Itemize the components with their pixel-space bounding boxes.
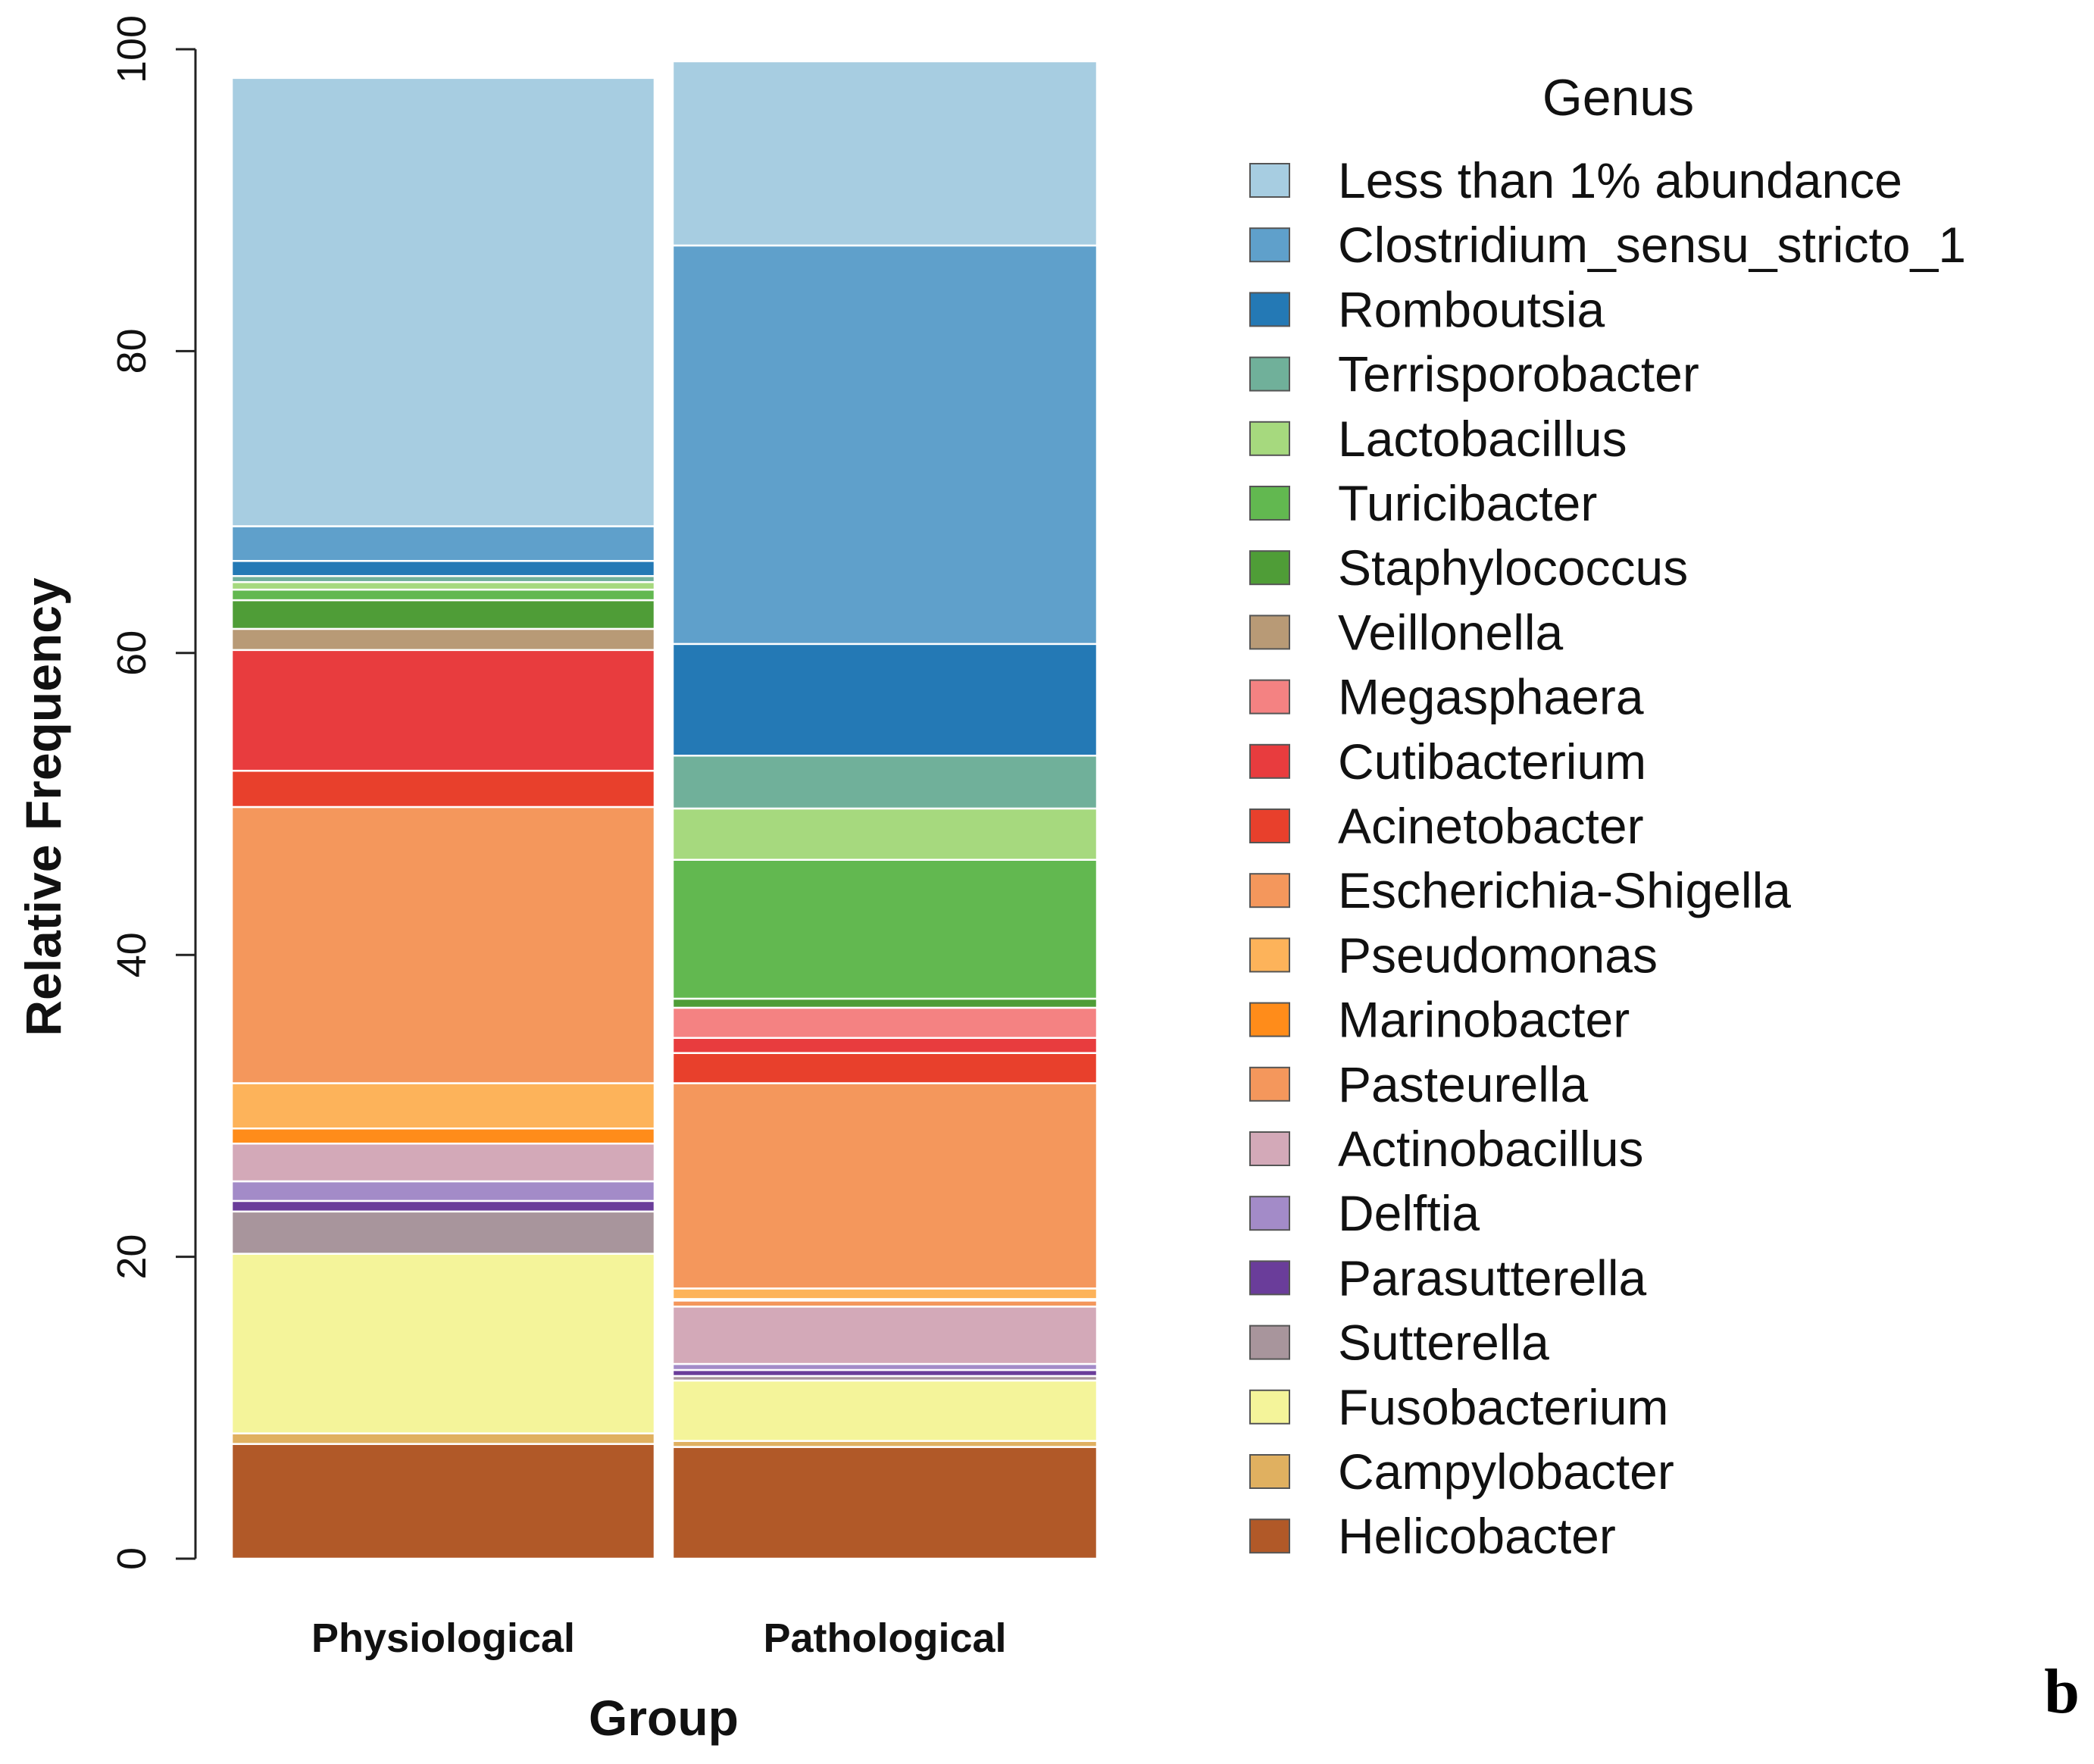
legend-swatch [1249, 1002, 1290, 1037]
legend: Less than 1% abundance Clostridium_sensu_… [1249, 152, 1966, 1564]
legend-item-label: Terrisporobacter [1338, 346, 1699, 402]
legend-swatch [1249, 1260, 1290, 1296]
bar-segment-pathological-acinetobacter [671, 1052, 1099, 1084]
bar-segment-pathological-romboutsia [671, 643, 1099, 757]
legend-item-label: Megasphaera [1338, 669, 1644, 725]
bar-segment-pathological-less-than-1-abundance [671, 60, 1099, 247]
bar-segment-physiological-cutibacterium [230, 649, 656, 772]
legend-title: Genus [1542, 69, 1694, 127]
legend-item-label: Parasutterella [1338, 1250, 1647, 1306]
legend-item-label: Campylobacter [1338, 1443, 1674, 1500]
y-axis: 0 20 40 60 80 100 [109, 15, 197, 1570]
bar-segment-pathological-cutibacterium [671, 1037, 1099, 1054]
bar-segment-pathological-megasphaera [671, 1006, 1099, 1040]
y-tick-label: 40 [109, 932, 155, 977]
legend-swatch [1249, 615, 1290, 650]
y-tick-label: 20 [109, 1234, 155, 1280]
bar-segment-pathological-fusobacterium [671, 1379, 1099, 1442]
bar-segment-pathological-turicibacter [671, 859, 1099, 1000]
y-tick-label: 100 [109, 15, 155, 83]
bar-segment-physiological-actinobacillus [230, 1142, 656, 1183]
legend-swatch [1249, 1518, 1290, 1554]
legend-item-label: Staphylococcus [1338, 540, 1688, 596]
legend-item-label: Lactobacillus [1338, 411, 1627, 467]
bar-segment-physiological-marinobacter [230, 1128, 656, 1145]
legend-item-label: Sutterella [1338, 1315, 1549, 1371]
x-category-label: Physiological [311, 1615, 575, 1661]
panel-letter: b [2044, 1656, 2080, 1727]
legend-item-label: Pseudomonas [1338, 927, 1658, 983]
legend-item-label: Delftia [1338, 1185, 1480, 1241]
bar-segment-physiological-clostridium-sensu-stricto-1 [230, 525, 656, 562]
bar-segment-physiological-lactobacillus [230, 580, 656, 591]
bar-segment-pathological-helicobacter [671, 1446, 1099, 1560]
bar-segment-physiological-delftia [230, 1180, 656, 1203]
bar-segment-physiological-helicobacter [230, 1443, 656, 1560]
legend-swatch [1249, 873, 1290, 909]
y-tick-label: 60 [109, 630, 155, 676]
legend-swatch [1249, 227, 1290, 263]
legend-item-label: Clostridium_sensu_stricto_1 [1338, 217, 1966, 273]
bar-segment-physiological-turicibacter [230, 588, 656, 602]
bar-segment-physiological-acinetobacter [230, 769, 656, 808]
legend-swatch [1249, 1389, 1290, 1425]
y-axis-title: Relative Frequency [15, 577, 71, 1037]
legend-item-label: Fusobacterium [1338, 1379, 1669, 1435]
x-axis-title: Group [589, 1690, 739, 1746]
bar-segment-physiological-veillonella [230, 627, 656, 652]
bar-segment-physiological-staphylococcus [230, 599, 656, 630]
bar-segment-physiological-romboutsia [230, 560, 656, 577]
legend-swatch [1249, 679, 1290, 715]
legend-item-label: Helicobacter [1338, 1508, 1616, 1564]
bar-segment-physiological-less-than-1-abundance [230, 77, 656, 527]
legend-item-label: Less than 1% abundance [1338, 152, 1902, 208]
legend-swatch [1249, 743, 1290, 779]
legend-swatch [1249, 1196, 1290, 1231]
legend-item-label: Veillonella [1338, 604, 1564, 660]
x-axis-categories: Physiological Pathological [311, 1615, 1007, 1661]
legend-swatch [1249, 292, 1290, 327]
bar-segment-physiological-escherichia-shigella [230, 805, 656, 1084]
legend-item-label: Escherichia-Shigella [1338, 862, 1791, 918]
bar-segment-pathological-escherichia-shigella [671, 1082, 1099, 1290]
legend-swatch [1249, 163, 1290, 198]
legend-swatch [1249, 808, 1290, 843]
bar-segment-pathological-lactobacillus [671, 807, 1099, 861]
legend-swatch [1249, 550, 1290, 586]
bar-segment-physiological-sutterella [230, 1210, 656, 1255]
legend-item-label: Actinobacillus [1338, 1121, 1644, 1177]
bar-segment-physiological-campylobacter [230, 1432, 656, 1445]
legend-item-label: Marinobacter [1338, 992, 1630, 1048]
legend-swatch [1249, 1454, 1290, 1489]
bar-segment-physiological-fusobacterium [230, 1253, 656, 1434]
bar-segment-pathological-pseudomonas [671, 1287, 1099, 1300]
legend-swatch [1249, 486, 1290, 521]
legend-item-label: Turicibacter [1338, 475, 1597, 531]
bar-segment-physiological-parasutterella [230, 1199, 656, 1213]
legend-swatch [1249, 937, 1290, 973]
legend-item-label: Romboutsia [1338, 281, 1605, 337]
legend-swatch [1249, 1131, 1290, 1166]
legend-swatch [1249, 1066, 1290, 1102]
y-tick-label: 0 [109, 1547, 155, 1570]
legend-item-label: Pasteurella [1338, 1056, 1588, 1112]
bars-layer [230, 60, 1099, 1560]
bar-segment-pathological-actinobacillus [671, 1306, 1099, 1365]
bar-segment-pathological-staphylococcus [671, 997, 1099, 1009]
legend-item-label: Cutibacterium [1338, 733, 1646, 790]
bar-segment-physiological-pseudomonas [230, 1082, 656, 1130]
y-tick-label: 80 [109, 328, 155, 374]
bar-segment-pathological-clostridium-sensu-stricto-1 [671, 244, 1099, 646]
legend-swatch [1249, 421, 1290, 456]
bar-segment-pathological-terrisporobacter [671, 755, 1099, 810]
legend-swatch [1249, 356, 1290, 392]
legend-swatch [1249, 1325, 1290, 1360]
legend-item-label: Acinetobacter [1338, 798, 1644, 854]
x-category-label: Pathological [763, 1615, 1006, 1661]
